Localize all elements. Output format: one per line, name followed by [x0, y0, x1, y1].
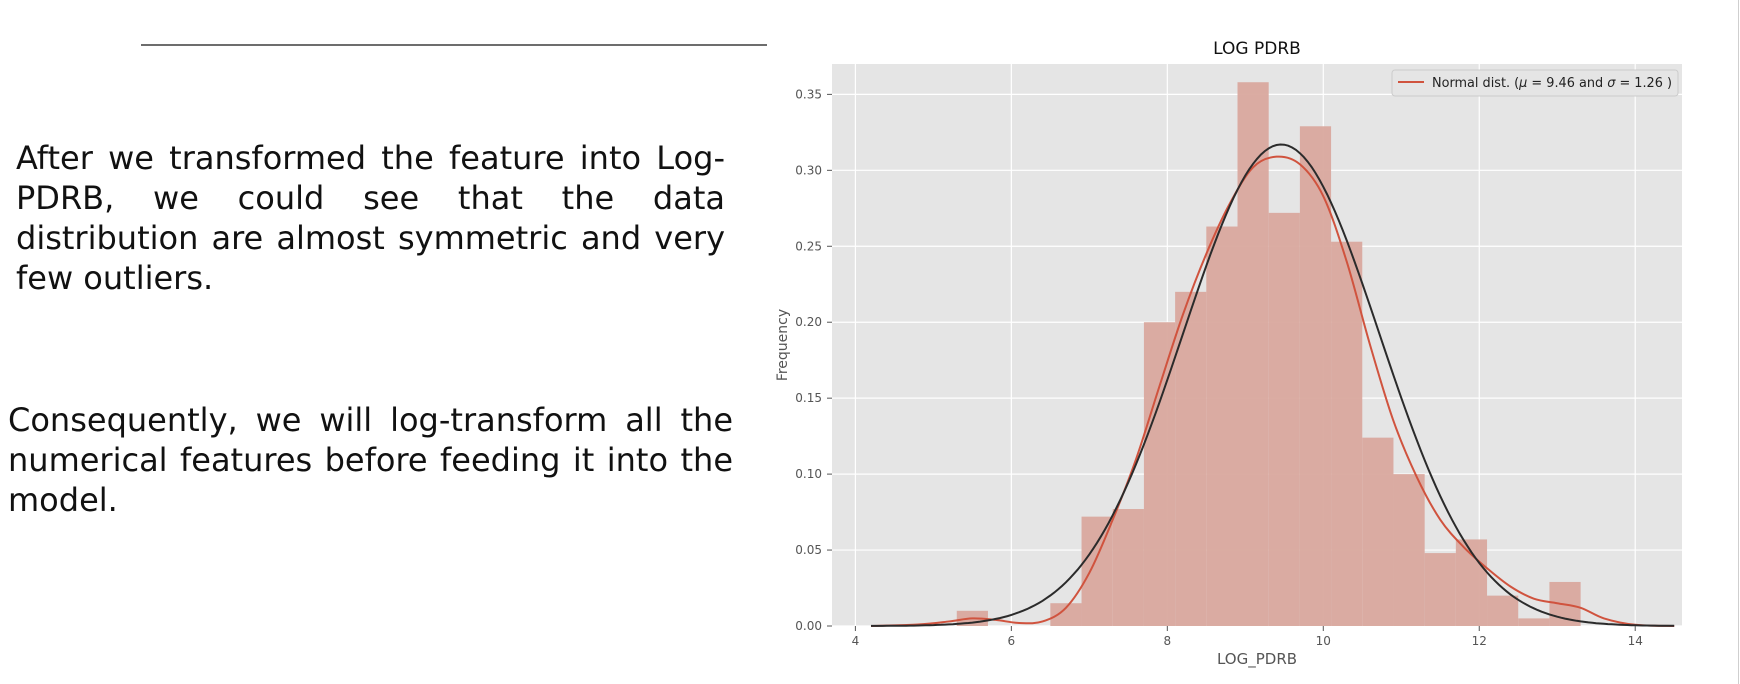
legend-mu-value: 9.46: [1546, 76, 1575, 91]
histogram-bar: [1393, 474, 1425, 626]
x-axis-ticks: 4 6 8 10 12 14: [852, 626, 1643, 648]
y-tick-label: 0.05: [795, 543, 822, 557]
y-tick-label: 0.00: [795, 619, 822, 633]
legend-sigma-value: 1.26: [1634, 76, 1663, 91]
histogram-bar: [1112, 509, 1144, 626]
x-tick-label: 14: [1628, 634, 1643, 648]
legend-mu-label: μ =: [1518, 76, 1546, 91]
gridlines: [832, 64, 1682, 627]
legend-sigma-label: σ =: [1607, 76, 1634, 91]
y-axis-label: Frequency: [775, 309, 791, 381]
y-tick-label: 0.20: [795, 315, 822, 329]
histogram-bar: [1331, 241, 1363, 627]
x-tick-label: 4: [852, 634, 860, 648]
histogram-bar: [1206, 226, 1238, 626]
paragraph-log-transform-observation: After we transformed the feature into Lo…: [16, 139, 725, 297]
x-tick-label: 10: [1316, 634, 1331, 648]
paragraph-log-transform-conclusion: Consequently, we will log-transform all …: [8, 401, 733, 519]
histogram-bar: [1050, 603, 1082, 626]
x-axis-label: LOG_PDRB: [1217, 650, 1297, 669]
histogram-bar: [1362, 437, 1394, 626]
y-tick-label: 0.25: [795, 239, 822, 253]
histogram-bar: [1518, 618, 1550, 626]
x-tick-label: 12: [1472, 634, 1487, 648]
legend-suffix: ): [1663, 76, 1672, 91]
normal-fit-curve: [871, 143, 1675, 627]
y-tick-label: 0.35: [795, 87, 822, 101]
histogram-bar: [1299, 126, 1332, 627]
y-tick-label: 0.30: [795, 163, 822, 177]
y-tick-label: 0.10: [795, 467, 822, 481]
histogram-bar: [1175, 291, 1207, 626]
slide-edge-divider: [1738, 0, 1739, 684]
x-tick-label: 8: [1164, 634, 1172, 648]
y-tick-label: 0.15: [795, 391, 822, 405]
histogram-bar: [1268, 212, 1300, 626]
histogram-bars: [956, 82, 1581, 627]
x-tick-label: 6: [1008, 634, 1016, 648]
chart-title: LOG PDRB: [1213, 39, 1301, 59]
legend-box: [1391, 69, 1679, 97]
histogram-bar: [1424, 553, 1456, 626]
legend-label: Normal dist. (μ = 9.46 and σ = 1.26 ): [1432, 76, 1672, 91]
title-underline: [141, 44, 767, 46]
legend-prefix: Normal dist. (: [1432, 76, 1519, 91]
histogram-bar: [1487, 595, 1519, 626]
legend-and: and: [1575, 76, 1607, 91]
histogram-bar: [1237, 82, 1269, 626]
kde-curve: [870, 155, 1675, 627]
legend: Normal dist. (μ = 9.46 and σ = 1.26 ): [1391, 69, 1679, 97]
y-axis-ticks: 0.00 0.05 0.10 0.15 0.20 0.25 0.30 0.35: [795, 87, 832, 633]
